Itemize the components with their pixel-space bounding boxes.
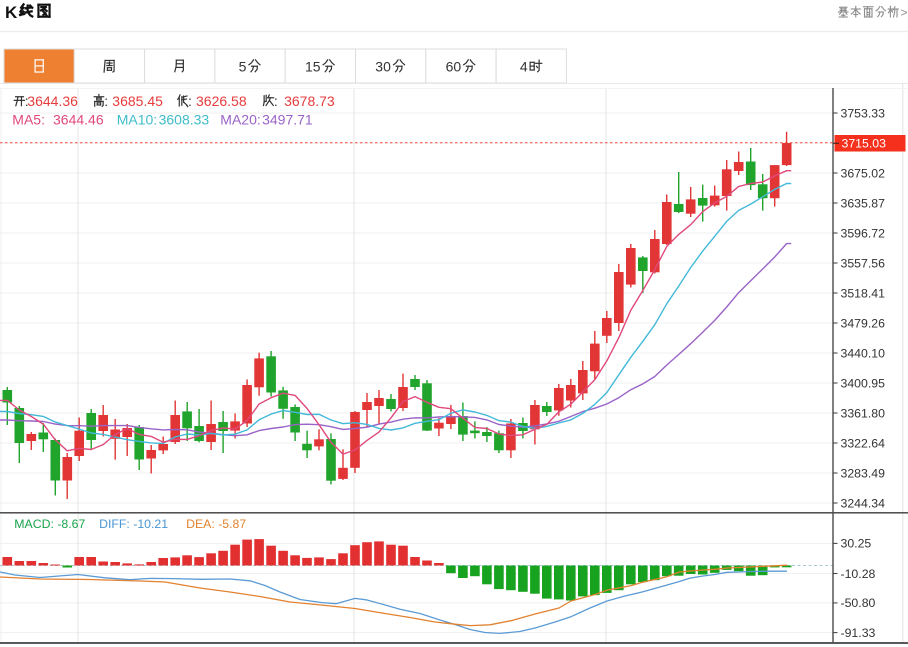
svg-text:DEA: -5.87: DEA: -5.87 — [186, 517, 246, 531]
svg-text:30: 30 — [375, 59, 391, 75]
svg-text:3608.33: 3608.33 — [159, 111, 210, 127]
svg-text:3685.45: 3685.45 — [112, 93, 163, 109]
svg-text:3753.33: 3753.33 — [841, 106, 886, 120]
svg-text:MA20:: MA20: — [220, 111, 260, 127]
svg-text::: : — [274, 93, 278, 109]
svg-text:3596.72: 3596.72 — [841, 226, 886, 240]
svg-text:DIFF: -10.21: DIFF: -10.21 — [99, 517, 168, 531]
svg-text:-50.80: -50.80 — [841, 596, 876, 610]
svg-text:MA10:: MA10: — [117, 111, 157, 127]
svg-text::: : — [188, 93, 192, 109]
svg-text:3626.58: 3626.58 — [196, 93, 247, 109]
svg-text:3644.36: 3644.36 — [27, 93, 78, 109]
svg-text:3322.64: 3322.64 — [841, 436, 886, 450]
svg-text:3244.34: 3244.34 — [841, 496, 886, 510]
svg-text:3678.73: 3678.73 — [284, 93, 335, 109]
svg-text:3557.56: 3557.56 — [841, 256, 886, 270]
svg-text:3361.80: 3361.80 — [841, 406, 886, 420]
svg-text:15: 15 — [305, 59, 321, 75]
svg-text:3675.02: 3675.02 — [841, 166, 886, 180]
svg-text:3644.46: 3644.46 — [53, 111, 104, 127]
svg-text::: : — [25, 93, 29, 109]
svg-text:3400.95: 3400.95 — [841, 376, 886, 390]
svg-text:MACD: -8.67: MACD: -8.67 — [14, 517, 85, 531]
svg-text:3283.49: 3283.49 — [841, 466, 886, 480]
svg-text::: : — [104, 93, 108, 109]
svg-text:3479.26: 3479.26 — [841, 316, 886, 330]
svg-text:3635.87: 3635.87 — [841, 196, 886, 210]
svg-text:5: 5 — [239, 59, 247, 75]
svg-text:K: K — [5, 3, 18, 22]
svg-text:-91.33: -91.33 — [841, 626, 876, 640]
svg-text:4: 4 — [520, 59, 528, 75]
svg-text:30.25: 30.25 — [841, 537, 872, 551]
svg-text:MA5:: MA5: — [12, 111, 45, 127]
svg-text:3715.03: 3715.03 — [842, 137, 887, 151]
svg-text:3497.71: 3497.71 — [262, 111, 313, 127]
svg-text:60: 60 — [446, 59, 462, 75]
svg-text:>: > — [901, 5, 908, 19]
svg-text:3440.10: 3440.10 — [841, 346, 886, 360]
svg-text:3518.41: 3518.41 — [841, 286, 886, 300]
svg-text:-10.28: -10.28 — [841, 567, 876, 581]
